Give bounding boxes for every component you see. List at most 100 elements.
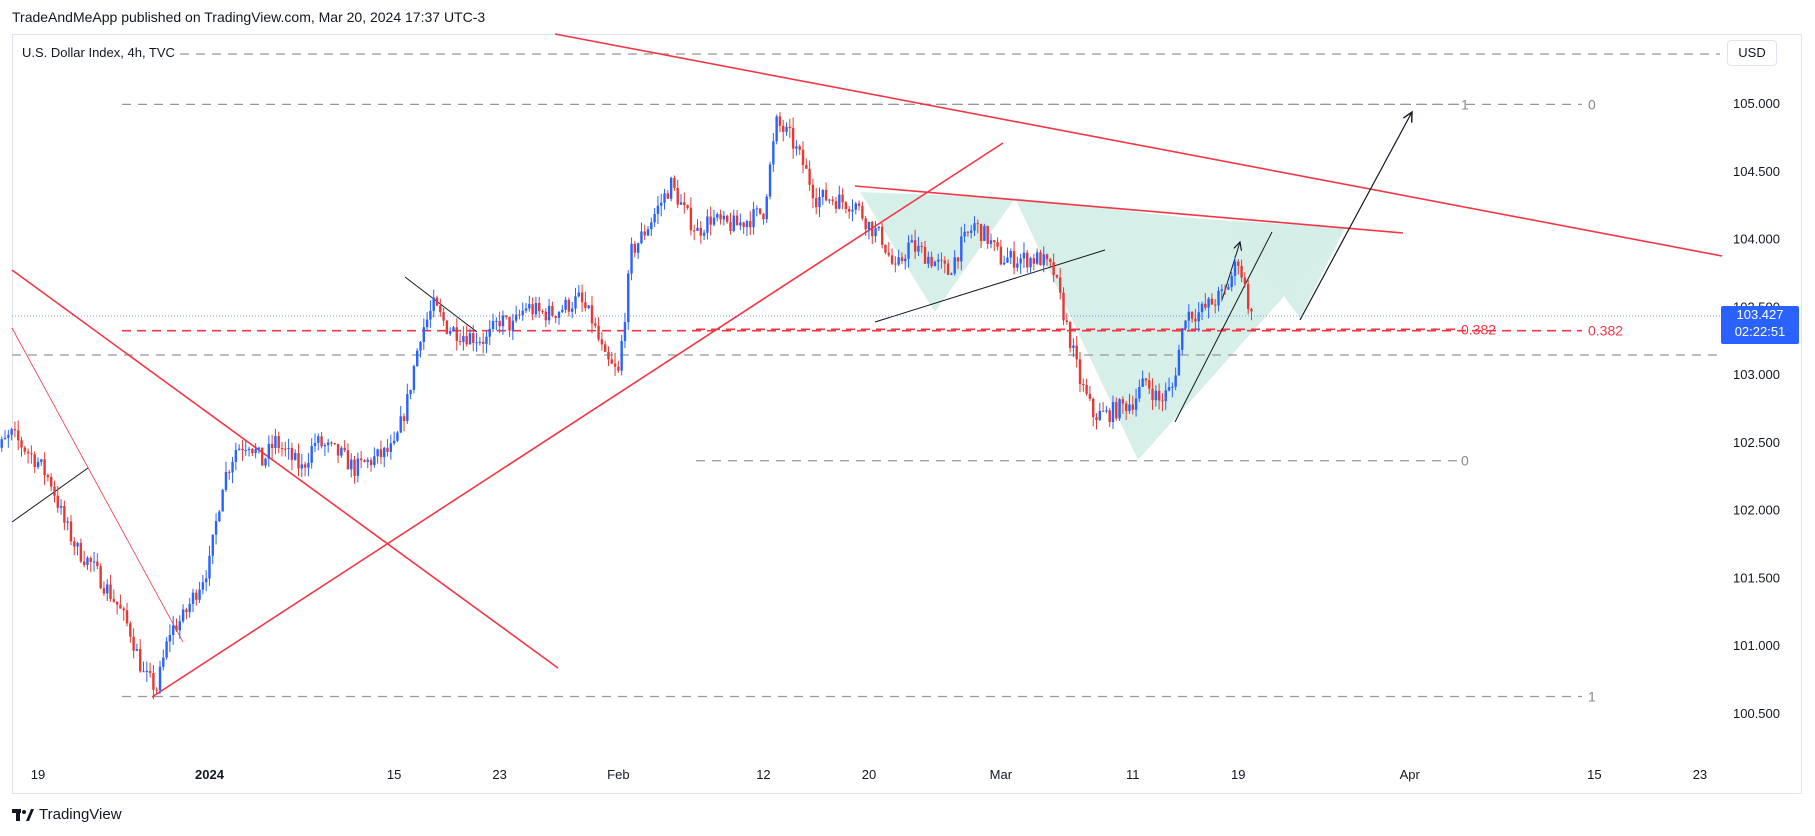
candle-body bbox=[913, 240, 917, 252]
candle-body bbox=[481, 341, 485, 344]
candle-body bbox=[630, 243, 633, 274]
candle-body bbox=[894, 263, 897, 265]
candle-body bbox=[890, 255, 894, 264]
time-tick-6: 20 bbox=[862, 767, 876, 782]
candle-body bbox=[821, 189, 825, 197]
time-axis[interactable]: 19 2024 15 23 Feb 12 20 Mar 11 19 Apr 15 23 bbox=[31, 767, 1707, 782]
candle-body bbox=[402, 416, 406, 421]
price-tick-1: 104.500 bbox=[1733, 164, 1780, 179]
candle-body bbox=[1006, 257, 1009, 263]
time-tick-2: 15 bbox=[387, 767, 401, 782]
candle-body bbox=[218, 511, 221, 522]
candle-body bbox=[69, 521, 73, 542]
candle-body bbox=[168, 635, 172, 642]
candle-body bbox=[30, 453, 33, 455]
fib_left-label-0: 1 bbox=[1588, 688, 1596, 704]
candle-body bbox=[139, 649, 142, 672]
candle-body bbox=[26, 451, 30, 454]
candle-body bbox=[261, 447, 264, 466]
candle-body bbox=[834, 201, 838, 209]
time-tick-10: Apr bbox=[1400, 767, 1421, 782]
candle-body bbox=[330, 442, 333, 444]
candle-body bbox=[462, 336, 465, 342]
candle-body bbox=[752, 209, 755, 228]
candle-body bbox=[270, 443, 274, 449]
candle-body bbox=[600, 339, 604, 345]
candle-body bbox=[429, 310, 432, 320]
candle-body bbox=[241, 448, 244, 451]
symbol-label[interactable]: U.S. Dollar Index, 4h, TVC bbox=[22, 45, 175, 60]
candle-body bbox=[1065, 320, 1069, 322]
candle-body bbox=[1055, 274, 1059, 278]
candle-body bbox=[277, 436, 280, 449]
chart-frame[interactable] bbox=[12, 34, 1802, 794]
candle-body bbox=[508, 316, 511, 331]
candle-body bbox=[346, 450, 350, 470]
candle-body bbox=[1223, 289, 1227, 291]
candle-body bbox=[676, 187, 679, 205]
tradingview-brand[interactable]: TradingView bbox=[12, 806, 122, 823]
candle-body bbox=[603, 344, 607, 352]
candle-body bbox=[765, 196, 768, 220]
candle-body bbox=[287, 448, 290, 450]
candle-body bbox=[162, 657, 165, 667]
candle-body bbox=[412, 366, 416, 390]
currency-button[interactable]: USD bbox=[1727, 40, 1777, 66]
candle-body bbox=[409, 389, 412, 395]
candle-body bbox=[847, 209, 851, 212]
bar-countdown: 02:22:51 bbox=[1734, 324, 1786, 339]
candle-body bbox=[854, 203, 857, 210]
candle-body bbox=[716, 214, 719, 218]
price-tick-6: 102.000 bbox=[1733, 503, 1780, 518]
candle-body bbox=[376, 449, 379, 457]
candle-body bbox=[557, 311, 561, 318]
candle-body bbox=[1022, 252, 1026, 259]
candle-body bbox=[1177, 349, 1181, 376]
candle-body bbox=[666, 193, 670, 199]
candle-body bbox=[1246, 284, 1250, 309]
candle-body bbox=[53, 486, 56, 496]
candle-body bbox=[930, 256, 933, 267]
tradingview-logo-icon bbox=[12, 808, 34, 822]
candle-body bbox=[775, 116, 778, 142]
price-axis[interactable]: 105.000104.500104.000103.500103.000102.5… bbox=[1733, 96, 1780, 721]
candle-body bbox=[620, 341, 623, 371]
candle-body bbox=[148, 670, 152, 673]
candle-body bbox=[122, 608, 125, 611]
candle-body bbox=[758, 208, 762, 214]
fib_left-label-2: 0 bbox=[1588, 96, 1596, 112]
candle-body bbox=[805, 165, 808, 169]
candle-body bbox=[943, 260, 947, 264]
candle-body bbox=[570, 308, 574, 312]
candle-body bbox=[432, 297, 435, 311]
candle-body bbox=[739, 222, 742, 226]
candlesticks bbox=[0, 112, 1253, 700]
candle-body bbox=[610, 359, 613, 364]
candle-body bbox=[1016, 263, 1019, 268]
candle-body bbox=[267, 443, 271, 459]
candle-body bbox=[425, 319, 429, 328]
candle-body bbox=[1035, 252, 1039, 264]
candle-body bbox=[953, 257, 956, 274]
candle-body bbox=[211, 534, 214, 556]
candle-body bbox=[861, 205, 864, 219]
candle-body bbox=[320, 436, 323, 447]
candle-body bbox=[422, 327, 426, 342]
candle-body bbox=[1111, 402, 1115, 423]
fib_right-label-0: 1 bbox=[1461, 96, 1469, 112]
candle-body bbox=[782, 125, 785, 132]
candle-body bbox=[993, 240, 996, 243]
candle-body bbox=[7, 434, 10, 438]
candle-body bbox=[976, 223, 979, 225]
candle-body bbox=[350, 459, 353, 470]
candle-body bbox=[1154, 390, 1158, 401]
candle-body bbox=[191, 592, 195, 604]
candle-body bbox=[1174, 375, 1177, 387]
time-tick-11: 15 bbox=[1587, 767, 1601, 782]
candle-body bbox=[435, 297, 439, 306]
candle-body bbox=[999, 246, 1003, 265]
candle-body bbox=[613, 363, 617, 367]
candle-body bbox=[1019, 258, 1022, 264]
candle-body bbox=[280, 448, 284, 450]
